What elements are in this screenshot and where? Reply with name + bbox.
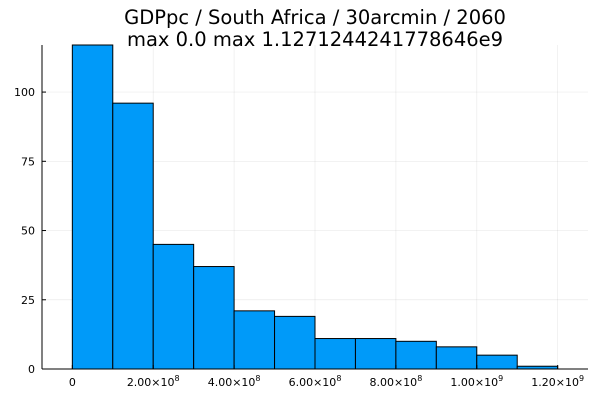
chart-title: GDPpc / South Africa / 30arcmin / 2060 m… <box>124 6 506 51</box>
histogram-bar-6 <box>314 338 356 370</box>
axes <box>41 45 588 370</box>
x-tick-label-1: 2.00×108 <box>127 374 180 389</box>
histogram-bar-2 <box>152 243 195 370</box>
x-tick-label-0: 0 <box>69 376 76 389</box>
histogram-bar-5 <box>274 315 316 370</box>
y-tick-label-4: 100 <box>14 86 35 99</box>
y-tick-label-3: 75 <box>21 155 35 168</box>
y-tick-label-0: 0 <box>28 363 35 376</box>
histogram-bar-1 <box>112 102 154 370</box>
x-tick-label-5: 1.00×109 <box>450 374 503 389</box>
histogram-bars <box>71 44 559 370</box>
y-tick-labels: 0 25 50 75 100 <box>14 86 35 376</box>
histogram-bar-3 <box>193 266 235 370</box>
chart-title-line-2: max 0.0 max 1.1271244241778646e9 <box>127 28 503 51</box>
histogram-bar-7 <box>354 338 397 370</box>
x-tick-labels: 0 2.00×108 4.00×108 6.00×108 8.00×108 1.00×10… <box>69 374 584 389</box>
x-tick-label-2: 4.00×108 <box>208 374 261 389</box>
y-tick-label-2: 50 <box>21 225 35 238</box>
histogram-bar-4 <box>233 310 276 370</box>
histogram-bar-8 <box>395 340 437 370</box>
x-tick-label-3: 6.00×108 <box>289 374 342 389</box>
x-tick-label-6: 1.20×109 <box>531 374 584 389</box>
histogram-bar-9 <box>435 346 478 370</box>
y-tick-label-1: 25 <box>21 294 35 307</box>
x-tick-label-4: 8.00×108 <box>369 374 422 389</box>
chart-title-line-1: GDPpc / South Africa / 30arcmin / 2060 <box>124 6 506 29</box>
histogram-bar-10 <box>476 354 518 370</box>
histogram-bar-0 <box>71 44 114 370</box>
